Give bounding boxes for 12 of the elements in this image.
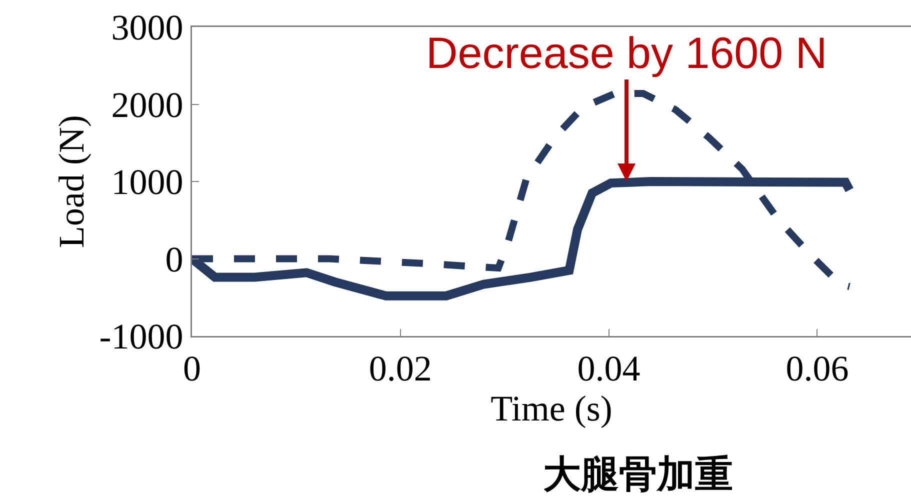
y-tick-label: 2000 bbox=[111, 84, 184, 125]
x-axis-title: Time (s) bbox=[490, 388, 612, 429]
x-tick-label: 0.04 bbox=[577, 348, 640, 389]
y-axis-title: Load (N) bbox=[51, 115, 92, 248]
y-tick-label: 0 bbox=[165, 239, 184, 280]
x-tick-label: 0.06 bbox=[786, 348, 849, 389]
y-tick-label: 1000 bbox=[111, 162, 184, 202]
y-tick-label: 3000 bbox=[111, 8, 184, 48]
y-tick-label: -1000 bbox=[99, 316, 184, 357]
annotation: Decrease by 1600 N bbox=[426, 29, 828, 78]
x-tick-label: 0.02 bbox=[368, 348, 432, 389]
text: 大腿骨加重 bbox=[543, 454, 733, 496]
